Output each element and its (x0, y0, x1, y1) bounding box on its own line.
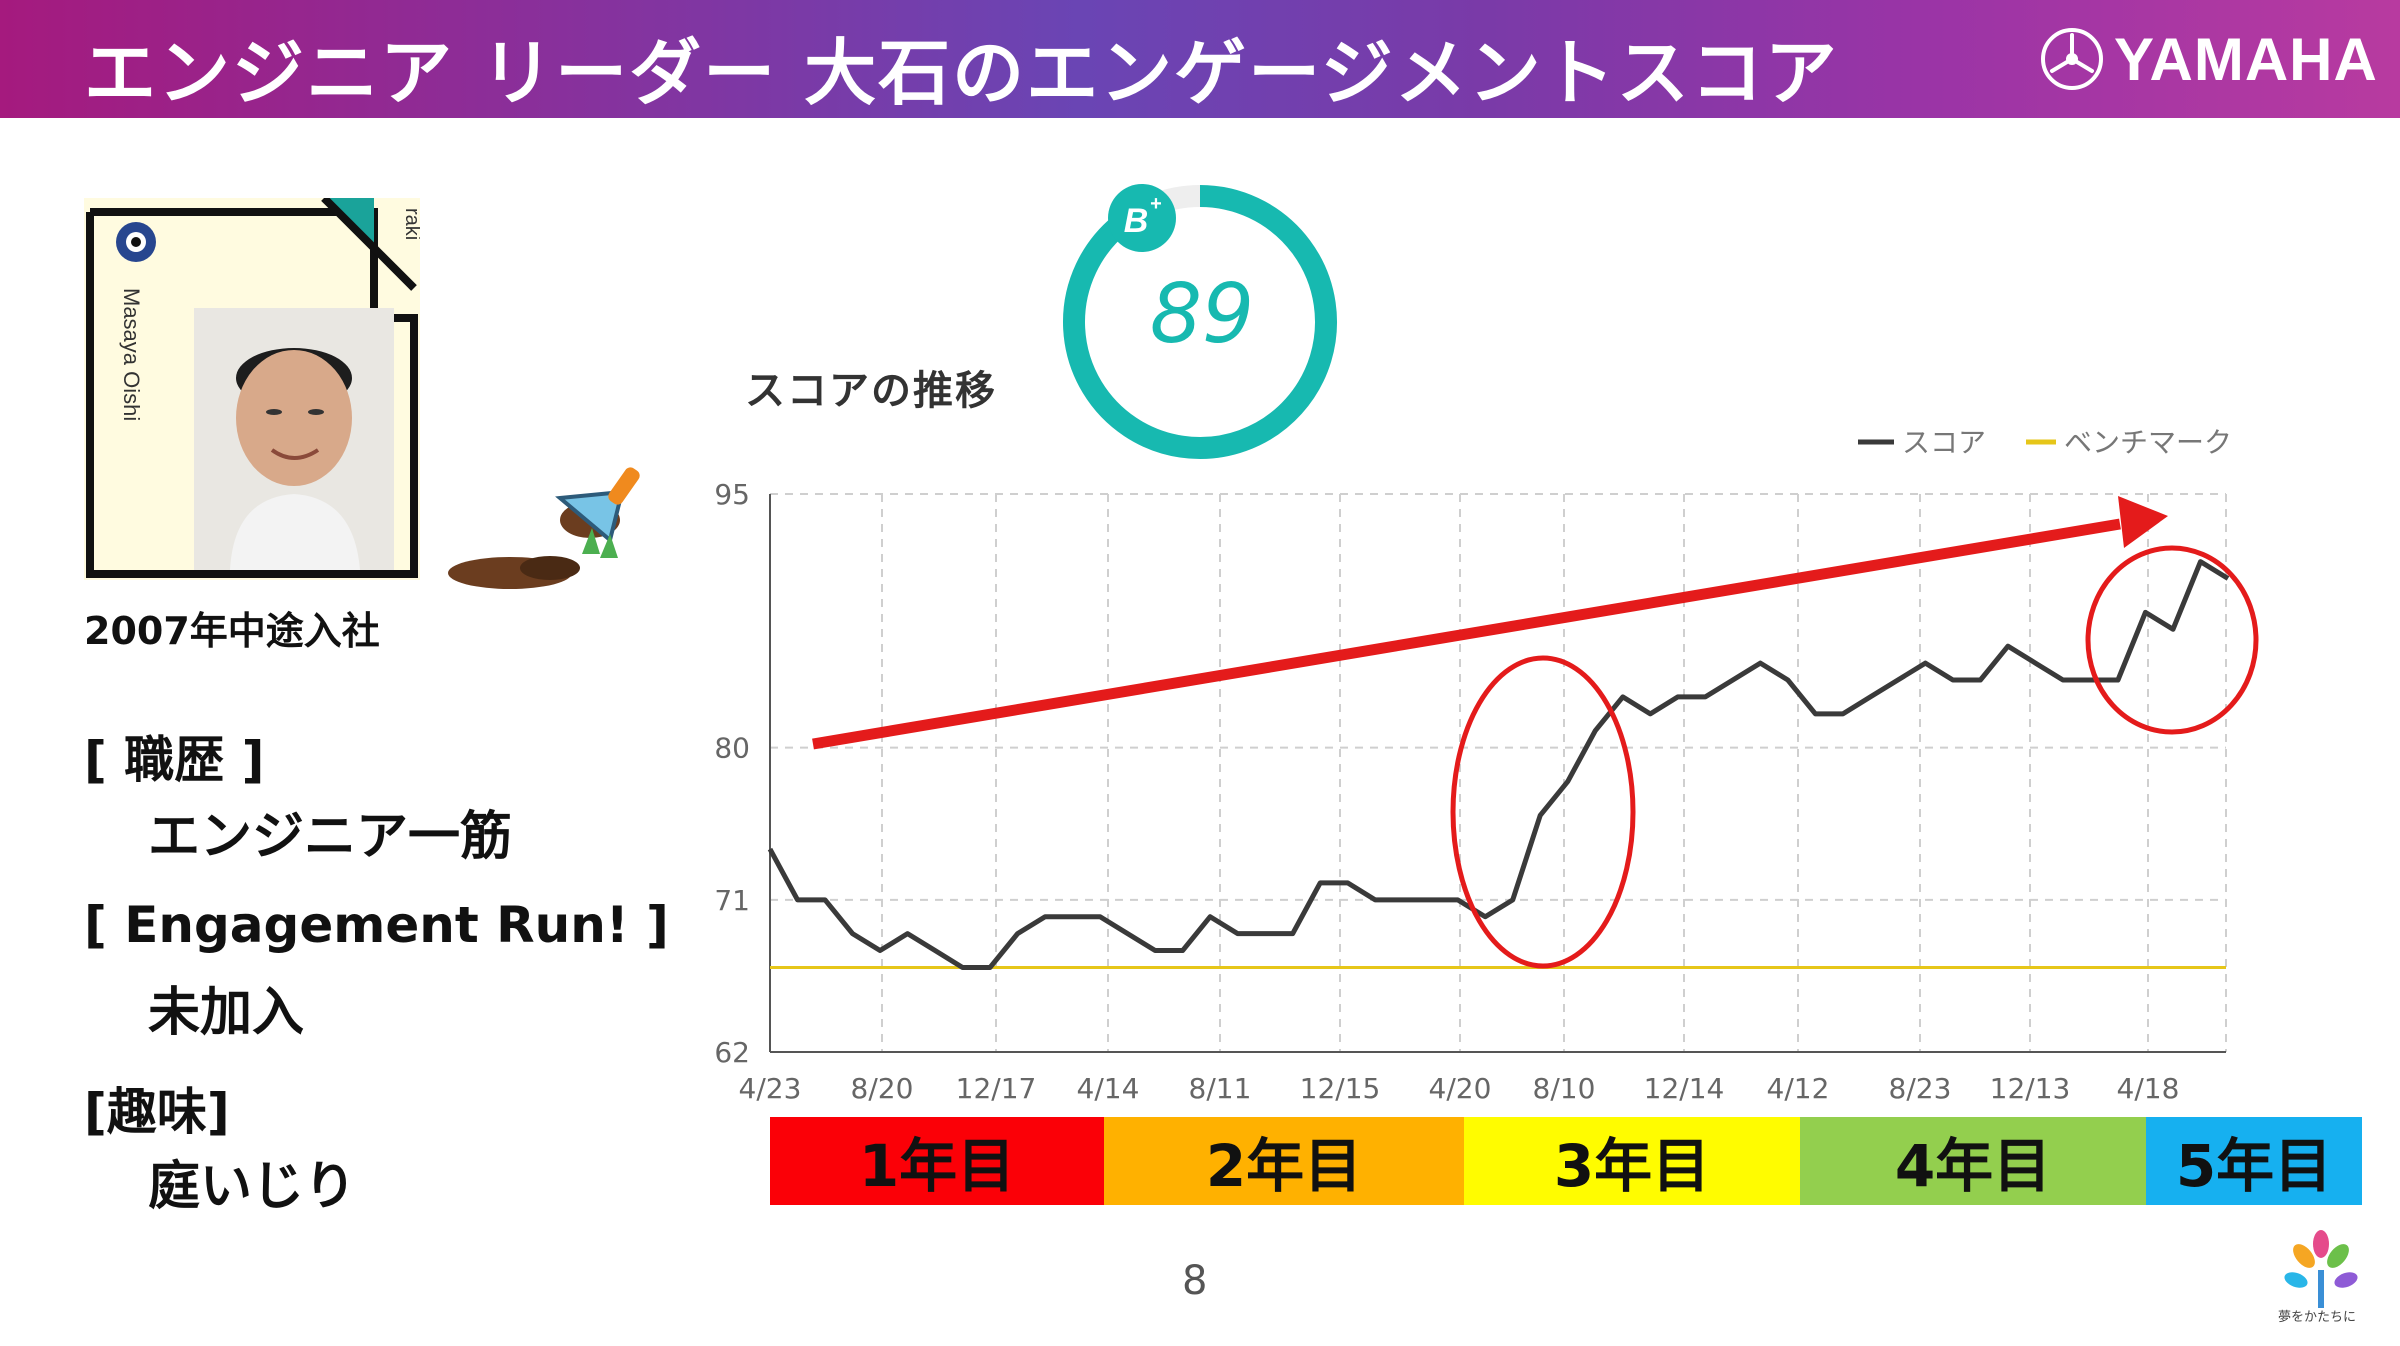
grade-badge (1108, 184, 1176, 252)
engagement-run-value: 未加入 (148, 983, 305, 1043)
year-band-5: 5年目 (2146, 1117, 2362, 1205)
profile-photo: Masaya Oishi raki (84, 198, 420, 580)
trowel-illustration (448, 467, 640, 589)
page-title: エンジニア リーダー 大石のエンゲージメントスコア (84, 31, 1839, 115)
x-tick-label: 12/14 (1644, 1072, 1725, 1105)
grade-letter: B (1124, 202, 1149, 240)
y-tick-labels: 62 71 80 95 (714, 478, 750, 1069)
x-tick-label: 12/17 (956, 1072, 1037, 1105)
year-band-4: 4年目 (1800, 1117, 2146, 1205)
page-number: 8 (1182, 1258, 1208, 1304)
score-line (767, 559, 2230, 970)
y-tick-label: 80 (714, 732, 750, 765)
y-tick-label: 95 (714, 478, 750, 511)
tree-logo (2284, 1230, 2358, 1308)
x-tick-label: 4/20 (1429, 1072, 1492, 1105)
photo-caption-side: raki (401, 208, 420, 240)
hobby-value: 庭いじり (148, 1157, 357, 1217)
engagement-run-label: [ Engagement Run! ] (84, 896, 669, 954)
year-band-5-label: 5年目 (2175, 1132, 2333, 1200)
career-label: [ 職歴 ] (84, 731, 265, 789)
x-tick-label: 4/14 (1077, 1072, 1140, 1105)
legend-label-benchmark: ベンチマーク (2064, 426, 2232, 459)
x-tick-label: 4/18 (2117, 1072, 2180, 1105)
year-band-1: 1年目 (770, 1117, 1104, 1205)
legend-label-score: スコア (1902, 426, 1986, 459)
corner-logo-text: 夢をかたちに (2278, 1310, 2357, 1325)
career-value: エンジニア一筋 (148, 807, 513, 867)
chart-legend: スコア ベンチマーク (1858, 426, 2232, 459)
highlight-circle-year3 (1450, 655, 1636, 969)
x-tick-label: 8/10 (1533, 1072, 1596, 1105)
x-tick-label: 12/13 (1990, 1072, 2071, 1105)
yamaha-logo: YAMAHA (2040, 22, 2378, 96)
x-tick-label: 8/23 (1889, 1072, 1952, 1105)
highlight-circle-year5 (2085, 545, 2259, 735)
score-trend-label: スコアの推移 (745, 368, 997, 414)
photo-caption-name: Masaya Oishi (119, 288, 144, 421)
grade-suffix: + (1150, 193, 1162, 215)
year-band-4-label: 4年目 (1894, 1132, 2052, 1200)
x-tick-label: 8/20 (851, 1072, 914, 1105)
x-tick-label: 4/23 (739, 1072, 802, 1105)
year-band-3: 3年目 (1464, 1117, 1800, 1205)
year-band-2-label: 2年目 (1205, 1132, 1363, 1200)
year-band-1-label: 1年目 (858, 1132, 1016, 1200)
year-band-2: 2年目 (1104, 1117, 1464, 1205)
header-bar: エンジニア リーダー 大石のエンゲージメントスコア YAMAHA (0, 0, 2400, 118)
y-tick-label: 71 (714, 884, 750, 917)
upward-trend-arrow (812, 518, 2121, 750)
upward-trend-arrowhead (2118, 496, 2168, 548)
x-tick-label: 12/15 (1300, 1072, 1381, 1105)
score-gauge-arc (1063, 185, 1337, 459)
year-band-3-label: 3年目 (1553, 1132, 1711, 1200)
score-value: 89 (1150, 267, 1254, 362)
x-tick-label: 4/12 (1767, 1072, 1830, 1105)
y-tick-label: 62 (714, 1036, 750, 1069)
x-tick-labels: 4/23 8/20 12/17 4/14 8/11 12/15 4/20 8/10 12/14 4… (739, 1072, 2180, 1105)
score-gauge: B + 89 (1063, 184, 1337, 459)
tuning-forks-icon (2041, 28, 2103, 90)
join-year: 2007年中途入社 (84, 609, 380, 653)
logo-text: YAMAHA (2114, 25, 2378, 93)
x-tick-label: 8/11 (1189, 1072, 1252, 1105)
hobby-label: [趣味] (84, 1083, 230, 1141)
chart-annotations (812, 496, 2259, 969)
chart-series (767, 559, 2230, 970)
chart-axes (769, 494, 2226, 1053)
